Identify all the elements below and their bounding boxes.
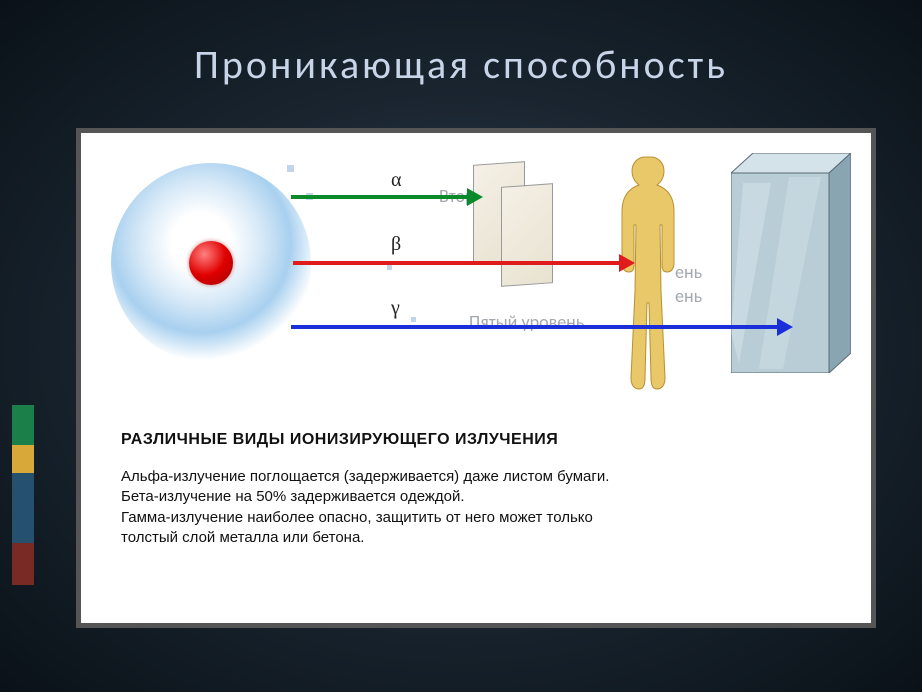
human-silhouette-path	[622, 157, 674, 389]
ghost-text-5: Пятый уровень	[469, 311, 584, 333]
alpha-ray	[291, 195, 469, 199]
metal-block	[731, 153, 851, 373]
body-line-3: Гамма-излучение наиболее опасно, защитит…	[121, 509, 593, 526]
paper-sheet-2	[501, 183, 553, 287]
human-figure	[611, 153, 691, 393]
ghost-bullet-3	[387, 265, 392, 270]
side-accent-strip	[12, 405, 34, 585]
beta-symbol-label: β	[391, 233, 401, 256]
gamma-ray	[291, 325, 779, 329]
description-text-block: РАЗЛИЧНЫЕ ВИДЫ ИОНИЗИРУЮЩЕГО ИЗЛУЧЕНИЯ А…	[121, 431, 851, 548]
accent-block-3	[12, 473, 34, 543]
subheading: РАЗЛИЧНЫЕ ВИДЫ ИОНИЗИРУЮЩЕГО ИЗЛУЧЕНИЯ	[121, 431, 851, 449]
ghost-bullet-4	[411, 317, 416, 322]
radiation-source-atom	[111, 163, 311, 363]
body-line-2: Бета-излучение на 50% задерживается одеж…	[121, 488, 465, 505]
block-side-face	[829, 153, 851, 373]
accent-block-2	[12, 445, 34, 473]
beta-ray	[293, 261, 621, 265]
diagram-canvas: Второй ууреньеньПятый уровень	[81, 133, 871, 623]
accent-block-1	[12, 405, 34, 445]
atom-nucleus	[189, 241, 233, 285]
accent-block-4	[12, 543, 34, 585]
alpha-symbol-label: α	[391, 169, 401, 192]
body-line-1: Альфа-излучение поглощается (задерживает…	[121, 468, 609, 485]
diagram-frame: Второй ууреньеньПятый уровень	[76, 128, 876, 628]
body-line-4: толстый слой металла или бетона.	[121, 529, 364, 546]
body-text: Альфа-излучение поглощается (задерживает…	[121, 467, 851, 548]
slide-title: Проникающая способность	[0, 0, 922, 89]
gamma-symbol-label: γ	[391, 297, 400, 320]
